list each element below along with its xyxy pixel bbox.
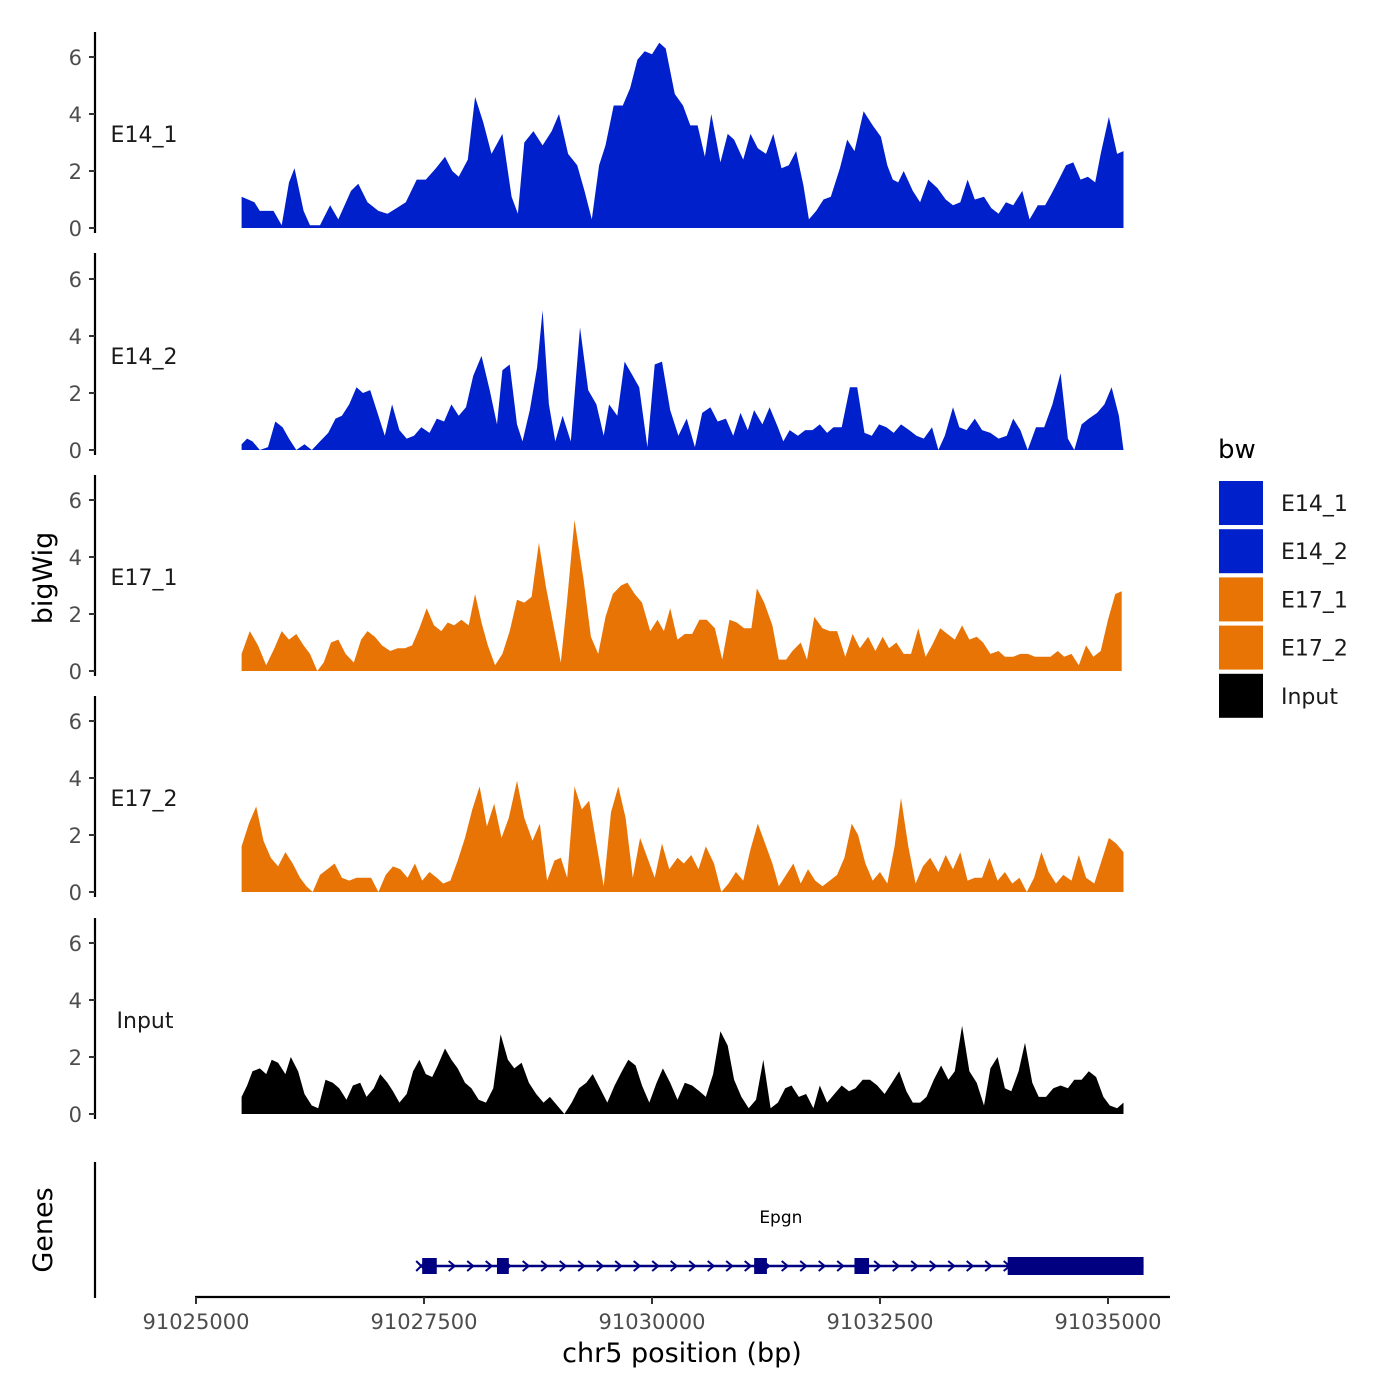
strand-arrow — [707, 1260, 716, 1272]
gene-Epgn: Epgn — [415, 1208, 1144, 1275]
strand-arrow — [540, 1260, 549, 1272]
gene-exon — [754, 1258, 767, 1274]
strand-arrow — [836, 1260, 845, 1272]
gene-exon — [496, 1258, 509, 1274]
y-tick-label: 0 — [69, 217, 82, 241]
strand-arrow — [929, 1260, 938, 1272]
legend-label-Input: Input — [1281, 685, 1338, 710]
gene-label-Epgn: Epgn — [759, 1208, 802, 1228]
y-tick-label: 6 — [69, 46, 82, 70]
strand-arrow — [614, 1260, 623, 1272]
gene-exon — [1007, 1257, 1144, 1275]
y-axis-title: bigWig — [28, 532, 59, 625]
legend: bw E14_1 E14_2 E17_1 E17_2 Input — [1218, 435, 1348, 718]
track-panel-E14_1: 0 2 4 6 E14_1 — [69, 32, 1124, 241]
strand-arrow — [633, 1260, 642, 1272]
legend-label-E14_2: E14_2 — [1281, 540, 1348, 565]
strand-arrow — [448, 1260, 457, 1272]
legend-key-Input — [1219, 673, 1263, 718]
y-tick-label: 4 — [69, 767, 82, 791]
y-tick-label: 2 — [69, 1046, 82, 1070]
track-label-E17_2: E17_2 — [111, 787, 178, 812]
x-tick-label: 91030000 — [599, 1310, 706, 1334]
y-tick-label: 4 — [69, 325, 82, 349]
strand-arrow — [966, 1260, 975, 1272]
y-tick-label: 0 — [69, 1103, 82, 1127]
strand-arrow — [596, 1260, 605, 1272]
strand-arrow — [910, 1260, 919, 1272]
strand-arrow — [984, 1260, 993, 1272]
y-tick-label: 6 — [69, 268, 82, 292]
track-panel-Input: 0 2 4 6 Input — [69, 918, 1124, 1127]
genes-title: Genes — [28, 1187, 59, 1272]
strand-arrow — [744, 1260, 753, 1272]
coverage-area-E17_2 — [241, 780, 1124, 892]
strand-arrow — [670, 1260, 679, 1272]
track-label-Input: Input — [117, 1009, 174, 1034]
y-tick-label: 4 — [69, 546, 82, 570]
x-tick-label: 91032500 — [827, 1310, 934, 1334]
track-panel-E17_2: 0 2 4 6 E17_2 — [69, 696, 1124, 905]
track-label-E17_1: E17_1 — [111, 566, 178, 591]
coverage-area-E14_2 — [241, 310, 1124, 450]
y-tick-label: 6 — [69, 932, 82, 956]
strand-arrow — [947, 1260, 956, 1272]
strand-arrow — [818, 1260, 827, 1272]
strand-arrow — [781, 1260, 790, 1272]
strand-arrow — [725, 1260, 734, 1272]
strand-arrow — [873, 1260, 882, 1272]
x-axis-title: chr5 position (bp) — [562, 1338, 802, 1369]
coverage-area-E14_1 — [241, 42, 1124, 228]
gene-exon — [422, 1258, 437, 1274]
strand-arrow — [485, 1260, 494, 1272]
strand-arrow — [799, 1260, 808, 1272]
y-tick-label: 2 — [69, 824, 82, 848]
y-tick-label: 2 — [69, 382, 82, 406]
y-tick-label: 6 — [69, 489, 82, 513]
genes-panel: Genes Epgn — [28, 1162, 1144, 1298]
strand-arrow — [651, 1260, 660, 1272]
coverage-area-Input — [241, 1025, 1124, 1114]
x-tick-label: 91035000 — [1055, 1310, 1162, 1334]
y-tick-label: 2 — [69, 603, 82, 627]
strand-arrow — [466, 1260, 475, 1272]
strand-arrow — [522, 1260, 531, 1272]
legend-title: bw — [1218, 435, 1256, 465]
x-tick-label: 91025000 — [143, 1310, 250, 1334]
strand-arrow — [577, 1260, 586, 1272]
legend-key-E14_1 — [1219, 481, 1263, 525]
legend-key-E17_1 — [1219, 577, 1263, 622]
coverage-area-E17_1 — [241, 520, 1122, 671]
legend-label-E17_2: E17_2 — [1281, 637, 1348, 662]
y-tick-label: 0 — [69, 439, 82, 463]
strand-arrow — [688, 1260, 697, 1272]
legend-key-E17_2 — [1219, 625, 1263, 670]
legend-key-E14_2 — [1219, 529, 1263, 574]
y-tick-label: 2 — [69, 160, 82, 184]
x-axis: 91025000 91027500 91030000 91032500 91035000… — [143, 1295, 1170, 1369]
track-label-E14_2: E14_2 — [111, 345, 178, 370]
y-tick-label: 4 — [69, 989, 82, 1013]
y-tick-label: 0 — [69, 660, 82, 684]
legend-label-E17_1: E17_1 — [1281, 588, 1348, 613]
track-label-E14_1: E14_1 — [111, 123, 178, 148]
gene-exon — [854, 1258, 870, 1274]
y-tick-label: 4 — [69, 103, 82, 127]
y-tick-label: 0 — [69, 881, 82, 905]
track-panel-E17_1: 0 2 4 6 E17_1 — [69, 475, 1122, 684]
strand-arrow — [892, 1260, 901, 1272]
y-tick-label: 6 — [69, 710, 82, 734]
track-panel-E14_2: 0 2 4 6 E14_2 — [69, 253, 1124, 463]
x-tick-label: 91027500 — [371, 1310, 478, 1334]
legend-label-E14_1: E14_1 — [1281, 492, 1348, 517]
strand-arrow — [559, 1260, 568, 1272]
